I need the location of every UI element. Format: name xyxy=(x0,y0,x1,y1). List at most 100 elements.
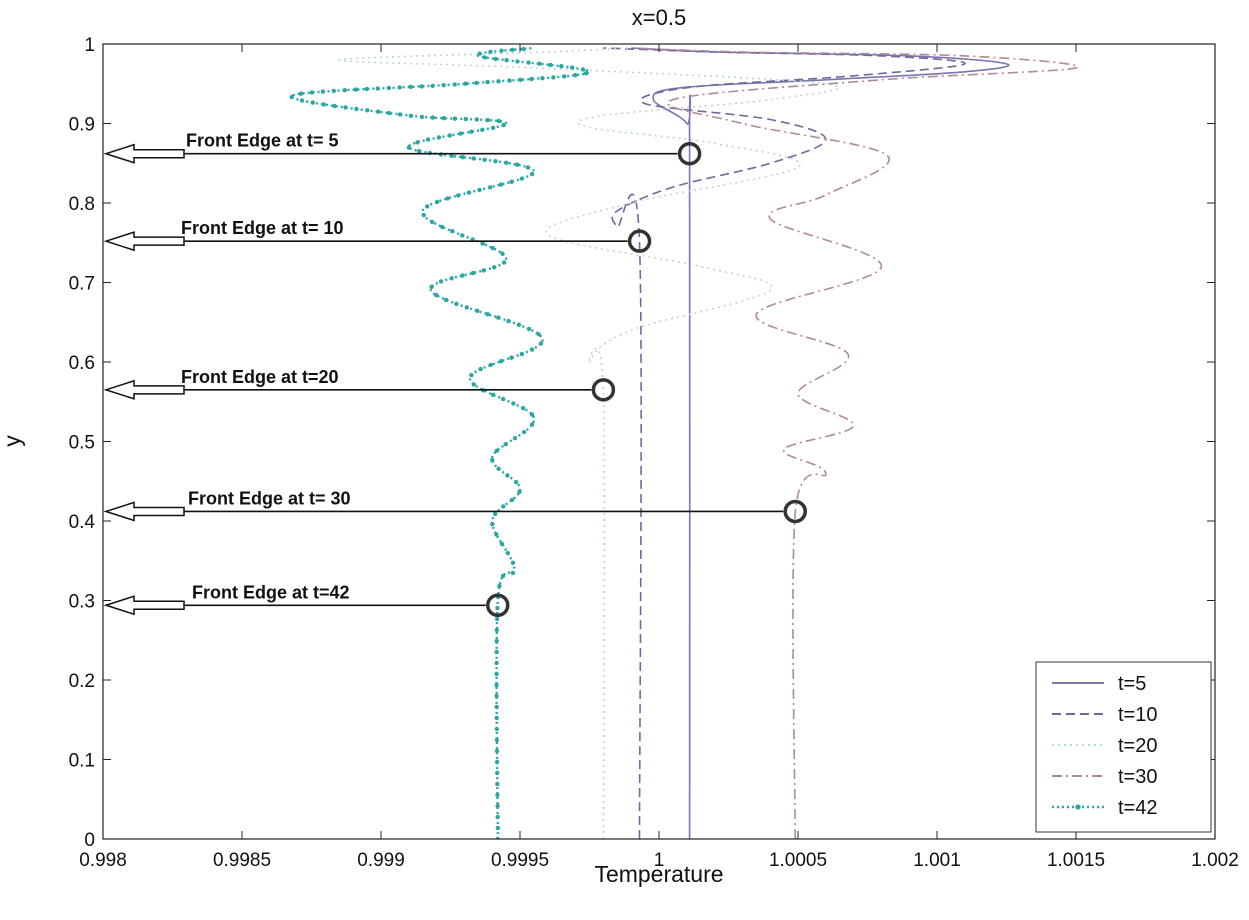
series-marker xyxy=(353,87,358,92)
x-tick-label: 1.0005 xyxy=(769,850,827,871)
y-axis-title: y xyxy=(0,435,25,447)
legend-label: t=30 xyxy=(1118,766,1157,788)
series-marker xyxy=(536,332,541,337)
series-marker xyxy=(496,79,501,84)
series-marker xyxy=(460,233,465,238)
series-marker xyxy=(494,726,499,732)
y-tick-label: 0.8 xyxy=(69,194,95,215)
series-marker xyxy=(504,160,509,165)
series-marker xyxy=(471,156,476,161)
series-marker xyxy=(436,135,442,140)
series-marker xyxy=(559,63,564,69)
series-marker xyxy=(509,179,514,184)
series-marker xyxy=(430,83,435,89)
series-marker xyxy=(497,583,502,589)
series-marker xyxy=(441,83,446,88)
series-marker xyxy=(490,392,496,397)
series-marker xyxy=(509,355,514,360)
series-marker xyxy=(460,273,465,278)
series-marker xyxy=(513,479,519,485)
series-marker xyxy=(485,79,490,85)
series-marker xyxy=(496,466,501,471)
series-marker xyxy=(529,347,535,352)
series-marker xyxy=(521,46,526,52)
series-marker xyxy=(499,48,504,53)
series-marker xyxy=(506,318,511,324)
arrow-left-icon xyxy=(103,595,185,616)
series-marker xyxy=(456,193,461,198)
series-marker xyxy=(429,284,434,289)
series-marker xyxy=(495,770,500,776)
series-marker xyxy=(494,660,499,666)
series-marker xyxy=(488,362,493,368)
series-marker xyxy=(488,185,493,190)
series-marker xyxy=(482,157,487,162)
series-marker xyxy=(495,792,500,798)
series-marker xyxy=(494,616,500,622)
series-marker xyxy=(512,436,518,441)
series-marker xyxy=(526,326,532,332)
series-marker xyxy=(419,84,424,89)
series-marker xyxy=(299,98,305,103)
x-tick-label: 0.999 xyxy=(357,850,405,871)
series-marker xyxy=(454,301,459,306)
y-tick-label: 0.2 xyxy=(69,671,95,692)
front-edge-marker xyxy=(486,593,510,618)
annotation-text: Front Edge at t= 5 xyxy=(186,131,339,151)
series-marker xyxy=(364,86,369,92)
series-marker xyxy=(342,88,347,93)
series-marker xyxy=(450,229,455,234)
series-marker xyxy=(386,110,392,116)
series-marker xyxy=(469,129,474,134)
series-marker xyxy=(509,497,515,503)
series-marker xyxy=(415,140,420,145)
series-marker xyxy=(439,224,445,230)
series-marker xyxy=(480,127,485,132)
x-tick-label: 0.9985 xyxy=(213,850,271,871)
series-marker xyxy=(500,573,506,578)
series-marker xyxy=(518,77,523,83)
series-marker xyxy=(485,312,490,317)
series-marker xyxy=(466,190,472,195)
series-marker xyxy=(525,165,531,170)
legend-box xyxy=(1035,661,1212,833)
series-marker xyxy=(434,292,439,298)
front-edge-annotation: Front Edge at t= 5 xyxy=(103,131,702,166)
y-tick-label: 1 xyxy=(84,35,95,56)
series-marker xyxy=(496,315,501,320)
series-marker xyxy=(475,308,480,313)
series-marker xyxy=(540,76,545,81)
series-marker xyxy=(470,270,476,276)
series-marker xyxy=(537,61,542,66)
series-marker xyxy=(474,117,479,122)
series-marker xyxy=(562,74,567,79)
series-marker xyxy=(510,47,515,52)
legend-label: t=5 xyxy=(1118,673,1146,695)
y-tick-label: 0.3 xyxy=(69,592,95,613)
x-tick-label: 1.0015 xyxy=(1047,850,1105,871)
series-marker xyxy=(494,704,499,710)
series-marker xyxy=(493,511,498,517)
arrow-left-icon xyxy=(103,501,185,522)
series-marker xyxy=(495,781,500,787)
series-marker xyxy=(443,297,449,303)
series-marker xyxy=(515,59,520,64)
series-marker xyxy=(435,199,440,205)
series-marker xyxy=(494,627,499,633)
series-marker xyxy=(501,122,506,128)
series-marker xyxy=(494,715,499,721)
series-marker xyxy=(421,212,426,218)
series-marker xyxy=(510,560,516,565)
front-edge-marker xyxy=(783,499,807,524)
series-marker xyxy=(499,541,505,546)
series-marker xyxy=(408,84,413,90)
series-marker xyxy=(485,117,490,123)
y-tick-label: 0.1 xyxy=(69,751,95,772)
series-marker xyxy=(445,196,450,201)
series-marker xyxy=(529,76,534,82)
series-marker xyxy=(500,251,505,256)
series-marker xyxy=(449,153,454,159)
front-edge-marker xyxy=(591,378,616,402)
series-marker xyxy=(515,162,520,167)
series-marker xyxy=(503,442,508,447)
